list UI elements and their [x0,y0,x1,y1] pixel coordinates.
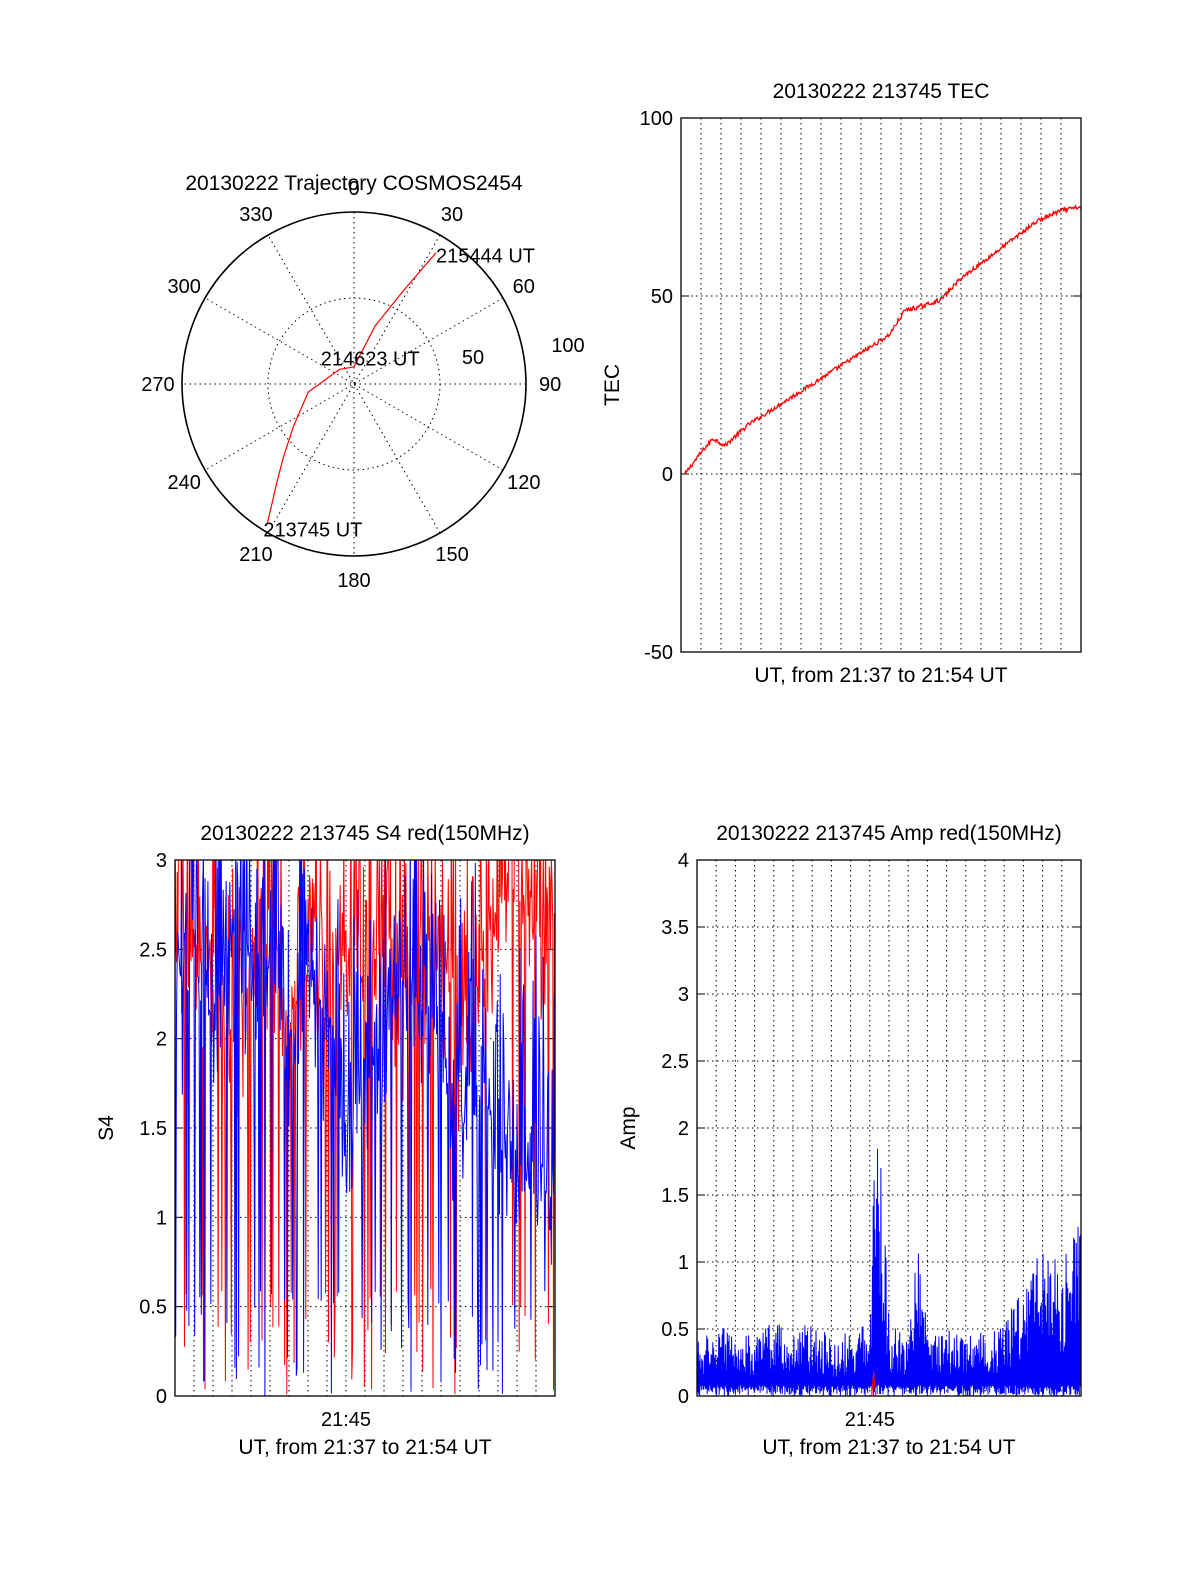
s4-ytick-label: 2.5 [139,939,167,961]
s4-xlabel: UT, from 21:37 to 21:54 UT [238,1436,491,1459]
polar-angle-label: 240 [168,472,201,494]
tec-ytick-label: 0 [662,464,673,486]
s4-series-line [175,860,555,1396]
s4-ytick-label: 3 [156,850,167,872]
s4-panel: 20130222 213745 S4 red(150MHz) UT, from … [95,822,556,1459]
polar-panel: 20130222 Trajectory COSMOS2454 0 30 60 90 12… [141,172,584,592]
amp-ytick-label: 2.5 [661,1051,689,1073]
tec-title: 20130222 213745 TEC [773,80,990,103]
tec-series-line [684,204,1081,474]
polar-annotation: 213745 UT [263,520,362,542]
amp-ytick-label: 1.5 [661,1185,689,1207]
polar-angle-label: 300 [168,276,201,298]
polar-angle-labels: 0 30 60 90 120 150 180 210 240 270 300 330 [141,178,561,592]
polar-angle-label: 150 [435,544,468,566]
tec-panel: 20130222 213745 TEC UT, from 21:37 to 21… [601,80,1082,687]
tec-plot-frame [680,117,1082,653]
polar-angle-label: 90 [539,374,561,396]
polar-radius-labels: 50 100 [462,335,585,369]
polar-angle-label: 270 [141,374,174,396]
s4-ytick-label: 0 [156,1386,167,1408]
s4-ytick-label: 1.5 [139,1118,167,1140]
amp-series-line [697,1148,1081,1396]
polar-radius-label: 100 [551,335,584,357]
s4-ytick-label: 0.5 [139,1297,167,1319]
amp-ytick-label: 2 [678,1118,689,1140]
polar-title: 20130222 Trajectory COSMOS2454 [185,172,523,195]
amp-ytick-label: 3.5 [661,917,689,939]
amp-ylabel: Amp [617,1106,640,1149]
s4-ytick-label: 2 [156,1029,167,1051]
tec-ytick-label: -50 [644,642,673,664]
polar-annotations: 215444 UT 214623 UT 213745 UT [263,246,535,542]
polar-angle-label: 180 [337,570,370,592]
polar-grid [181,211,527,557]
amp-ytick-label: 0 [678,1386,689,1408]
amp-series-line [871,1371,877,1396]
s4-ylabel: S4 [95,1115,118,1141]
polar-radius-label: 50 [462,347,484,369]
s4-xtick-label: 21:45 [321,1409,371,1431]
tec-grid [681,118,1081,652]
tec-data [684,204,1081,474]
amp-title: 20130222 213745 Amp red(150MHz) [716,822,1062,845]
polar-annotation: 215444 UT [436,246,535,268]
tec-xlabel: UT, from 21:37 to 21:54 UT [754,664,1007,687]
polar-angle-label: 60 [513,276,535,298]
polar-angle-label: 210 [239,544,272,566]
amp-ytick-label: 4 [678,850,689,872]
tec-ylabel: TEC [601,364,624,406]
s4-title: 20130222 213745 S4 red(150MHz) [200,822,529,845]
amp-data [697,1148,1081,1396]
polar-track-line [266,252,437,523]
amp-ytick-label: 3 [678,984,689,1006]
s4-ytick-label: 1 [156,1207,167,1229]
amp-ytick-label: 1 [678,1252,689,1274]
s4-plot-frame [174,859,556,1397]
amp-ytick-label: 0.5 [661,1319,689,1341]
polar-angle-label: 120 [507,472,540,494]
amp-xtick-label: 21:45 [845,1409,895,1431]
polar-angle-label: 330 [239,204,272,226]
amp-panel: 20130222 213745 Amp red(150MHz) UT, from… [617,822,1082,1459]
tec-ytick-label: 50 [651,286,673,308]
amp-plot-frame [696,859,1082,1397]
polar-annotation: 214623 UT [321,348,420,370]
polar-angle-label: 0 [348,178,359,200]
amp-xlabel: UT, from 21:37 to 21:54 UT [762,1436,1015,1459]
polar-angle-label: 30 [441,204,463,226]
polar-ring-50 [267,297,441,471]
tec-ytick-label: 100 [640,108,673,130]
s4-data [175,860,555,1396]
